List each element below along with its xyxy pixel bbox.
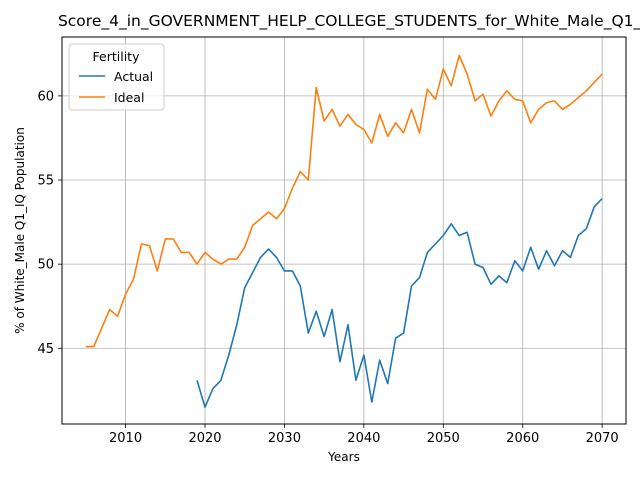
- legend: Fertility Actual Ideal: [68, 43, 165, 111]
- y-tick-label: 50: [37, 258, 54, 273]
- x-tick-label: 2060: [506, 431, 539, 446]
- x-axis-label: Years: [327, 450, 360, 464]
- y-tick-label: 60: [37, 89, 54, 104]
- legend-title: Fertility: [93, 49, 141, 64]
- x-tick-label: 2030: [268, 431, 301, 446]
- legend-box: [68, 43, 165, 111]
- legend-label-ideal: Ideal: [114, 90, 144, 105]
- series-line-ideal: [85, 54, 603, 348]
- x-tick-label: 2040: [347, 431, 380, 446]
- legend-label-actual: Actual: [114, 69, 153, 84]
- y-axis-label: % of White_Male Q1_IQ Population: [13, 127, 27, 334]
- y-axis-ticks: 45 50 55 60: [37, 89, 62, 357]
- plot-frame: [61, 36, 627, 425]
- chart-title: Score_4_in_GOVERNMENT_HELP_COLLEGE_STUDE…: [58, 12, 640, 31]
- series-layer: [85, 54, 603, 409]
- x-tick-label: 2050: [427, 431, 460, 446]
- x-axis-ticks: 2010 2020 2030 2040 2050 2060 2070: [109, 424, 619, 446]
- x-tick-label: 2070: [586, 431, 619, 446]
- series-line-actual: [196, 197, 603, 409]
- x-tick-label: 2020: [188, 431, 221, 446]
- y-tick-label: 55: [37, 174, 54, 189]
- y-tick-label: 45: [37, 342, 54, 357]
- x-tick-label: 2010: [109, 431, 142, 446]
